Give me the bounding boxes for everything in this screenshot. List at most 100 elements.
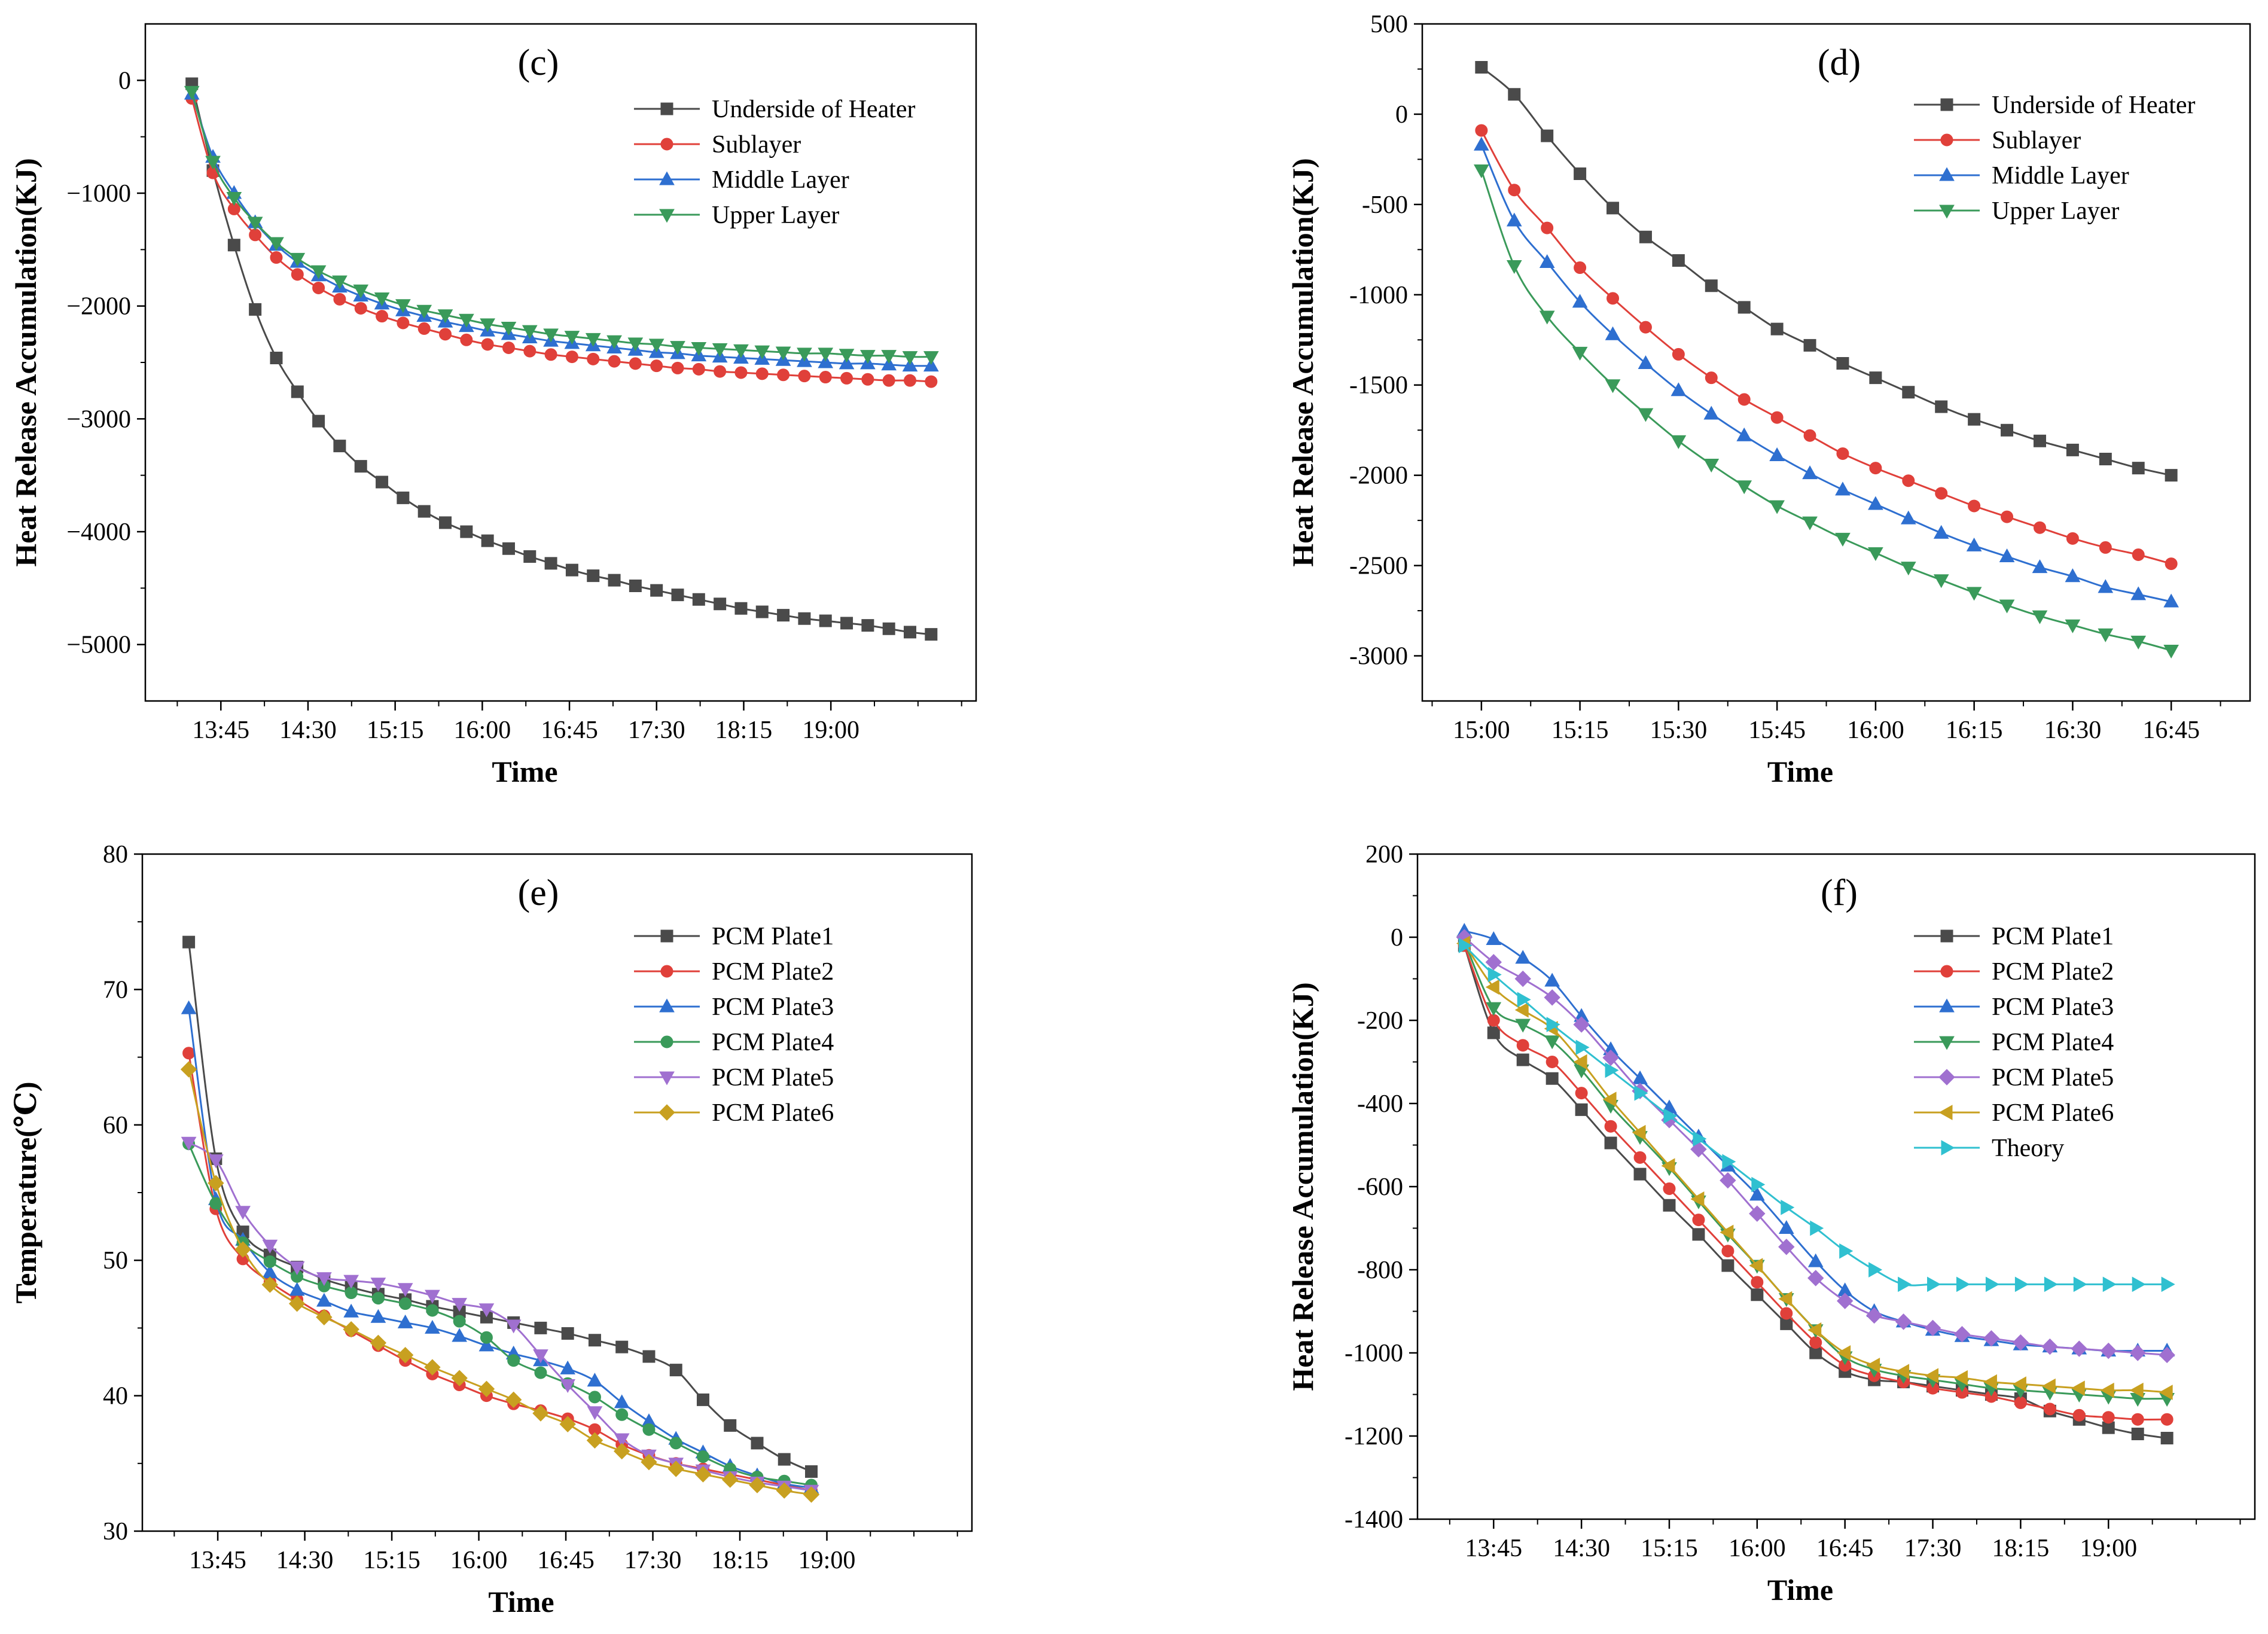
data-point: [1606, 292, 1620, 305]
x-tick-label: 16:00: [1729, 1535, 1786, 1562]
data-point: [371, 1292, 385, 1305]
data-point: [1736, 427, 1752, 441]
x-tick-label: 16:45: [2142, 717, 2200, 744]
data-point: [561, 1327, 574, 1340]
data-point: [437, 309, 453, 324]
data-point: [1839, 1243, 1854, 1259]
data-point: [2012, 1376, 2026, 1392]
data-point: [803, 1486, 820, 1503]
data-point: [1485, 979, 1499, 995]
series-middle-layer: [184, 86, 939, 372]
data-point: [354, 301, 367, 315]
x-tick-label: 16:45: [541, 717, 598, 744]
data-point: [1506, 212, 1522, 227]
data-point: [650, 359, 663, 373]
data-point: [343, 1321, 359, 1338]
data-point: [374, 292, 390, 306]
data-point: [2071, 1340, 2087, 1357]
data-point: [312, 281, 325, 294]
y-tick-label: -2500: [1349, 553, 1408, 580]
series-pcm-plate1: [182, 935, 818, 1478]
series-line: [188, 941, 812, 1473]
legend-marker: [659, 171, 675, 185]
data-point: [1778, 1239, 1795, 1255]
data-point: [839, 349, 855, 363]
data-point: [1935, 487, 1948, 500]
data-point: [669, 1364, 682, 1377]
data-point: [1927, 1276, 1941, 1292]
data-point: [1956, 1276, 1971, 1292]
data-point: [1639, 321, 1652, 334]
legend-marker: [659, 1071, 675, 1086]
data-point: [2001, 423, 2014, 437]
series-pcm-plate5: [1456, 929, 2175, 1364]
data-point: [587, 1406, 603, 1420]
data-point: [397, 1283, 413, 1297]
data-point: [1572, 346, 1588, 361]
data-point: [2100, 1342, 2117, 1359]
series-upper-layer: [184, 86, 939, 365]
x-tick-label: 17:30: [1904, 1535, 1962, 1562]
data-point: [227, 239, 240, 252]
data-point: [671, 589, 684, 602]
data-point: [533, 1349, 548, 1364]
data-point: [1866, 1357, 1880, 1373]
legend-marker: [1939, 205, 1955, 219]
data-point: [1638, 355, 1654, 370]
x-tick-label: 19:00: [798, 1547, 856, 1574]
data-point: [2014, 1276, 2029, 1292]
data-point: [2132, 1276, 2146, 1292]
data-point: [208, 1154, 224, 1169]
data-point: [1769, 447, 1785, 461]
data-point: [1983, 1374, 1997, 1390]
data-point: [478, 1380, 495, 1397]
data-point: [606, 335, 622, 349]
data-point: [458, 313, 474, 328]
data-point: [1933, 574, 1949, 589]
data-point: [425, 1289, 440, 1304]
series-sublayer: [185, 92, 938, 388]
x-tick-label: 13:45: [1465, 1535, 1522, 1562]
data-point: [182, 935, 196, 949]
x-tick-label: 15:45: [1748, 717, 1806, 744]
legend-entry: PCM Plate3: [712, 993, 834, 1021]
data-point: [1486, 931, 1502, 945]
data-point: [1985, 1276, 1999, 1292]
legend-marker: [1940, 929, 1953, 943]
y-tick-label: 30: [103, 1518, 128, 1545]
data-point: [1999, 599, 2015, 614]
data-point: [209, 1197, 222, 1210]
data-point: [2072, 1409, 2086, 1422]
data-point: [478, 1337, 495, 1352]
data-point: [1983, 1330, 2000, 1347]
data-point: [2102, 1276, 2117, 1292]
data-point: [1539, 310, 1555, 325]
x-tick-label: 18:15: [1992, 1535, 2050, 1562]
data-point: [343, 1303, 359, 1318]
data-point: [777, 368, 790, 382]
data-point: [343, 1275, 359, 1289]
data-point: [1807, 1322, 1822, 1338]
y-tick-label: -1000: [1345, 1340, 1403, 1367]
data-point: [1487, 967, 1502, 983]
data-point: [1778, 1291, 1793, 1307]
data-point: [2099, 541, 2112, 554]
data-point: [370, 1334, 387, 1352]
data-point: [453, 1315, 466, 1328]
legend-entry: PCM Plate4: [1992, 1029, 2114, 1056]
data-point: [2159, 1385, 2173, 1400]
data-point: [501, 322, 517, 336]
data-point: [560, 1379, 576, 1394]
data-point: [1751, 1288, 1764, 1301]
data-point: [397, 316, 410, 330]
data-point: [749, 1477, 766, 1493]
y-tick-label: 40: [103, 1383, 128, 1410]
data-point: [2130, 635, 2147, 650]
data-point: [1663, 1182, 1676, 1195]
data-point: [714, 365, 727, 378]
data-point: [614, 1433, 630, 1447]
data-point: [692, 593, 705, 606]
data-point: [417, 322, 431, 335]
data-point: [1780, 1307, 1793, 1320]
y-axis-label: Temperature(℃): [9, 1082, 42, 1304]
